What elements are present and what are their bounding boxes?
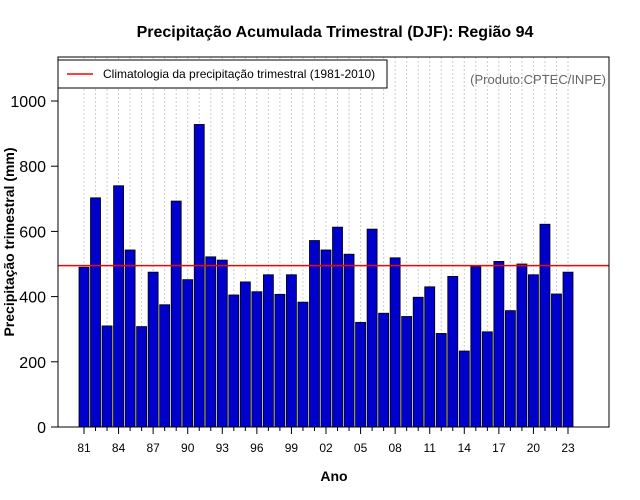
x-tick-label: 11 xyxy=(423,441,436,455)
bar-98 xyxy=(274,293,286,428)
bar-04 xyxy=(343,253,355,428)
x-tick-label: 93 xyxy=(216,441,230,455)
y-axis-title: Precipitação trimestral (mm) xyxy=(1,147,17,336)
x-axis-title: Ano xyxy=(320,468,347,484)
y-tick-label: 800 xyxy=(19,159,46,176)
bar-97 xyxy=(262,274,274,428)
bar-06 xyxy=(366,228,378,428)
bar-90 xyxy=(182,279,194,428)
x-axis-ticks: 81 84 87 90 93 96 99 02 05 08 11 14 17 20 23 xyxy=(77,427,575,455)
bar-95 xyxy=(239,281,251,428)
x-tick-label: 20 xyxy=(527,441,541,455)
bar-11 xyxy=(424,286,436,428)
bar-02 xyxy=(320,249,332,428)
bar-16 xyxy=(481,331,493,428)
bar-23 xyxy=(562,271,574,428)
bar-01 xyxy=(309,240,320,428)
credit-text: (Produto:CPTEC/INPE) xyxy=(470,72,606,87)
bar-81 xyxy=(78,266,90,428)
chart-title: Precipitação Acumulada Trimestral (DJF):… xyxy=(137,24,534,41)
bar-91 xyxy=(193,124,205,428)
bar-89 xyxy=(170,200,182,428)
y-tick-label: 600 xyxy=(19,224,46,241)
bar-87 xyxy=(147,271,159,428)
y-axis-ticks: 0 200 400 600 800 1000 xyxy=(10,94,58,437)
bar-84 xyxy=(113,185,124,428)
bar-85 xyxy=(124,249,136,428)
x-tick-label: 90 xyxy=(181,441,195,455)
bar-00 xyxy=(297,301,309,428)
y-tick-label: 200 xyxy=(19,355,46,372)
plot-frame xyxy=(57,56,610,428)
bar-93 xyxy=(216,259,228,428)
bar-86 xyxy=(136,326,148,428)
y-tick-label: 0 xyxy=(37,420,46,437)
x-tick-label: 23 xyxy=(561,441,575,455)
bar-14 xyxy=(458,350,470,428)
bar-82 xyxy=(90,197,101,428)
bar-21 xyxy=(539,223,551,428)
x-tick-label: 02 xyxy=(319,441,333,455)
x-tick-label: 99 xyxy=(285,441,299,455)
bar-09 xyxy=(401,316,413,428)
bar-22 xyxy=(551,293,562,428)
bar-94 xyxy=(228,294,240,428)
bar-07 xyxy=(378,312,390,428)
x-tick-label: 05 xyxy=(354,441,368,455)
bar-88 xyxy=(159,304,171,428)
x-tick-label: 08 xyxy=(388,441,402,455)
bar-17 xyxy=(493,260,505,428)
bar-18 xyxy=(504,310,516,428)
bar-13 xyxy=(447,275,459,428)
x-tick-label: 17 xyxy=(492,441,506,455)
bar-12 xyxy=(435,333,447,428)
y-tick-label: 400 xyxy=(19,290,46,307)
bar-96 xyxy=(251,291,263,428)
bar-10 xyxy=(412,296,424,428)
x-tick-label: 84 xyxy=(112,441,126,455)
legend-box xyxy=(57,59,388,89)
legend: Climatologia da precipitação trimestral … xyxy=(57,59,388,89)
bars xyxy=(78,124,574,428)
bar-05 xyxy=(355,321,366,428)
x-tick-label: 14 xyxy=(458,441,472,455)
bar-92 xyxy=(205,256,217,428)
bar-19 xyxy=(516,263,528,428)
bar-15 xyxy=(470,266,482,428)
bar-99 xyxy=(286,274,297,428)
legend-label: Climatologia da precipitação trimestral … xyxy=(103,67,375,81)
bar-08 xyxy=(389,257,401,428)
bar-03 xyxy=(332,226,343,428)
x-tick-label: 81 xyxy=(77,441,91,455)
bar-20 xyxy=(528,274,539,428)
bar-83 xyxy=(101,325,113,428)
x-tick-label: 96 xyxy=(250,441,264,455)
y-tick-label: 1000 xyxy=(10,94,46,111)
x-tick-label: 87 xyxy=(146,441,160,455)
